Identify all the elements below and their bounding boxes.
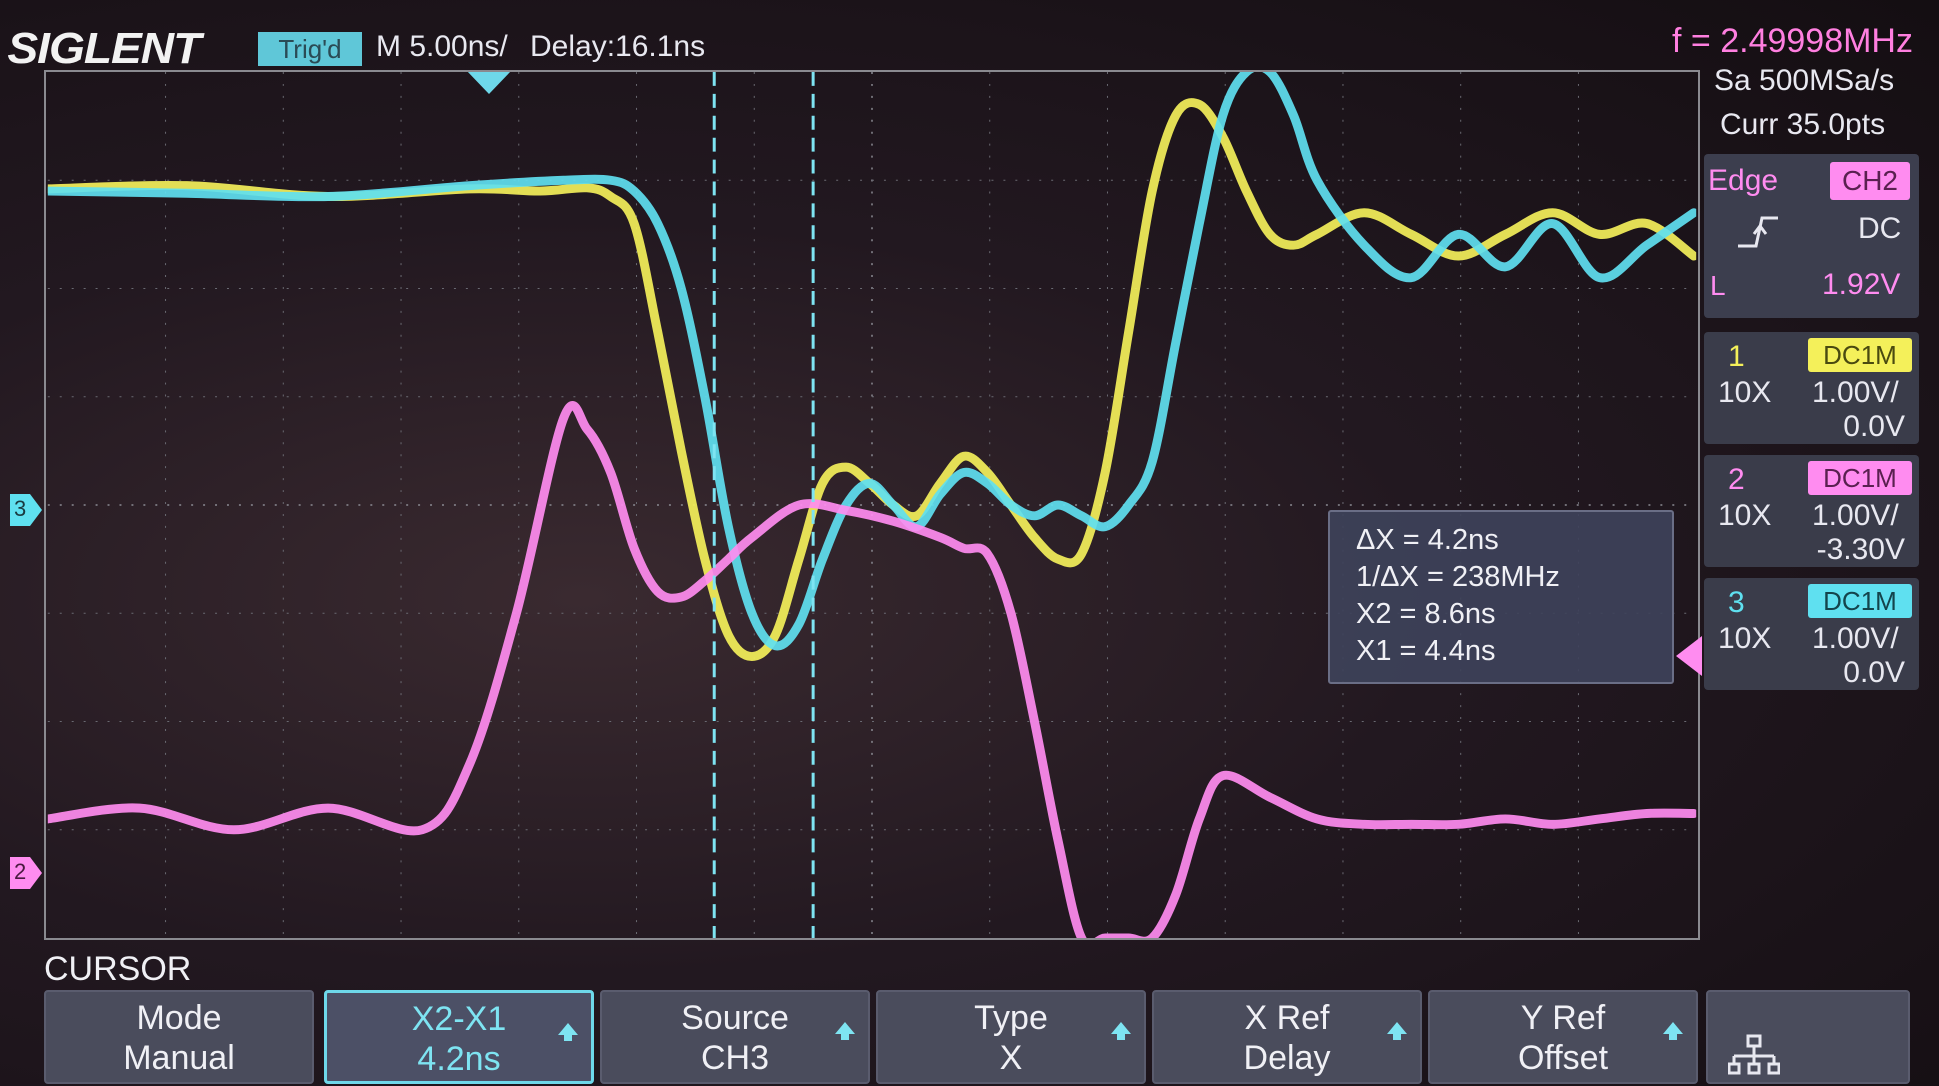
mode-softkey[interactable]: Mode Manual [44,990,314,1084]
arrow-up-icon [558,1023,578,1041]
info-panel: Sa 500MSa/s Curr 35.0pts Edge CH2 DC L 1… [1704,62,1924,702]
y-ref-softkey-label: Y Ref [1520,999,1606,1037]
trigger-status-badge: Trig'd [258,32,362,66]
cursor-lines[interactable] [712,72,815,938]
x-ref-softkey[interactable]: X Ref Delay [1152,990,1422,1084]
network-icon [1728,1034,1780,1075]
source-softkey-value: CH3 [700,1039,770,1077]
ch2-trace [47,401,1697,938]
trigger-level-marker[interactable] [1676,636,1702,676]
channel-2-scale: 1.00V/ [1812,499,1899,532]
current-points: Curr 35.0pts [1720,108,1886,141]
x2-x1-softkey[interactable]: X2-X1 4.2ns [324,990,594,1084]
type-softkey-value: X [999,1039,1023,1077]
network-softkey[interactable] [1706,990,1910,1084]
waveform-traces [47,72,1697,938]
x1-value: X1 = 4.4ns [1356,635,1496,667]
channel-3-offset: 0.0V [1843,656,1905,689]
channel-2-probe: 10X [1718,499,1772,532]
channel-3-scale: 1.00V/ [1812,622,1899,655]
ch3-marker-label: 3 [14,496,27,521]
y-ref-softkey-value: Offset [1517,1039,1609,1077]
waveform-display [44,70,1700,940]
channel-3-number: 3 [1728,586,1745,619]
x-ref-softkey-value: Delay [1243,1039,1331,1077]
channel-1-number: 1 [1728,340,1745,373]
type-softkey-label: Type [974,999,1048,1037]
trigger-panel[interactable]: Edge CH2 DC L 1.92V [1704,154,1919,318]
frequency-counter: f = 2.49998MHz [1672,22,1913,60]
type-softkey[interactable]: Type X [876,990,1146,1084]
ch2-ground-marker[interactable]: 2 [10,857,42,889]
channel-2-panel[interactable]: 2 DC1M 10X 1.00V/ -3.30V [1704,455,1919,567]
graticule [47,72,1697,938]
trigger-type: Edge [1708,164,1779,197]
arrow-up-icon [1111,1022,1131,1040]
rising-edge-icon [1738,216,1778,248]
channel-1-panel[interactable]: 1 DC1M 10X 1.00V/ 0.0V [1704,332,1919,444]
channel-3-panel[interactable]: 3 DC1M 10X 1.00V/ 0.0V [1704,578,1919,690]
channel-2-number: 2 [1728,463,1745,496]
delta-x-value: ΔX = 4.2ns [1356,524,1499,556]
ch1-trace [47,98,1697,662]
channel-1-probe: 10X [1718,376,1772,409]
trigger-source-badge: CH2 [1830,162,1910,200]
delay-readout[interactable]: Delay:16.1ns [530,30,706,63]
trigger-coupling: DC [1858,212,1902,245]
status-bar: SIGLENT Trig'd M 5.00ns/ Delay:16.1ns f … [0,20,1939,78]
trigger-position-marker[interactable] [466,70,512,96]
x2-x1-softkey-label: X2-X1 [411,1000,507,1038]
ch2-marker-label: 2 [14,859,27,884]
menu-title: CURSOR [44,950,192,988]
x-ref-softkey-label: X Ref [1244,999,1330,1037]
channel-2-offset: -3.30V [1816,533,1905,566]
timebase-readout[interactable]: M 5.00ns/ [376,30,508,63]
cursor-measurement-box: ΔX = 4.2ns 1/ΔX = 238MHz X2 = 8.6ns X1 =… [1328,510,1674,684]
trigger-level-label: L [1710,270,1726,301]
mode-softkey-label: Mode [136,999,222,1037]
arrow-up-icon [1663,1022,1683,1040]
channel-3-probe: 10X [1718,622,1772,655]
channel-1-offset: 0.0V [1843,410,1905,443]
ch3-ground-marker[interactable]: 3 [10,494,42,526]
arrow-up-icon [835,1022,855,1040]
channel-3-coupling-badge: DC1M [1808,584,1912,618]
inverse-delta-x-value: 1/ΔX = 238MHz [1356,561,1560,593]
x2-x1-softkey-value: 4.2ns [417,1040,501,1078]
mode-softkey-value: Manual [123,1039,235,1077]
source-softkey[interactable]: Source CH3 [600,990,870,1084]
channel-1-coupling-badge: DC1M [1808,338,1912,372]
source-softkey-label: Source [681,999,789,1037]
y-ref-softkey[interactable]: Y Ref Offset [1428,990,1698,1084]
x2-value: X2 = 8.6ns [1356,598,1496,630]
ch3-trace [47,72,1697,651]
channel-2-coupling-badge: DC1M [1808,461,1912,495]
sample-rate: Sa 500MSa/s [1714,64,1895,97]
brand-logo: SIGLENT [7,24,201,73]
channel-1-scale: 1.00V/ [1812,376,1899,409]
arrow-up-icon [1387,1022,1407,1040]
trigger-level-value: 1.92V [1822,268,1901,301]
